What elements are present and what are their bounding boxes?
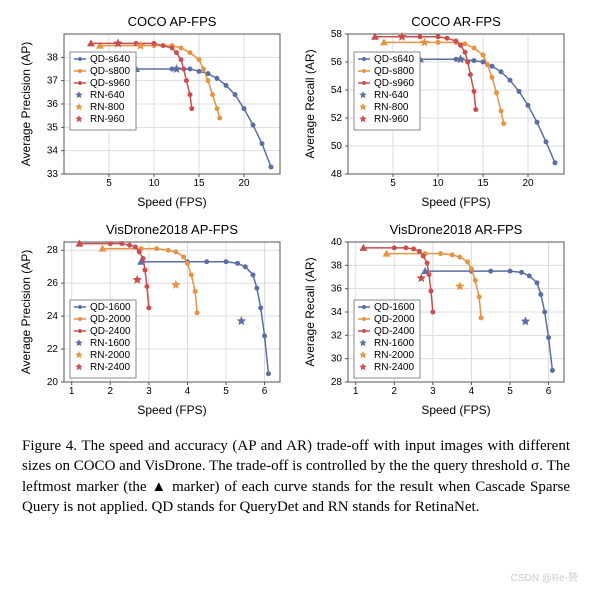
watermark: CSDN @Re-赟 (511, 569, 578, 584)
svg-text:QD-s640: QD-s640 (90, 54, 130, 65)
svg-text:1: 1 (353, 386, 359, 397)
svg-text:5: 5 (390, 178, 396, 189)
svg-text:QD-2400: QD-2400 (90, 326, 131, 337)
svg-text:QD-2000: QD-2000 (374, 314, 415, 325)
svg-text:30: 30 (331, 354, 343, 365)
svg-text:Speed (FPS): Speed (FPS) (421, 403, 490, 417)
svg-text:10: 10 (432, 178, 444, 189)
svg-text:32: 32 (331, 330, 343, 341)
svg-text:2: 2 (108, 386, 114, 397)
svg-text:RN-2400: RN-2400 (90, 362, 130, 373)
svg-text:3: 3 (146, 386, 152, 397)
svg-text:28: 28 (331, 377, 343, 388)
svg-text:QD-s960: QD-s960 (374, 78, 414, 89)
svg-text:RN-640: RN-640 (90, 90, 125, 101)
svg-text:VisDrone2018 AR-FPS: VisDrone2018 AR-FPS (390, 222, 523, 237)
svg-text:26: 26 (47, 278, 59, 289)
svg-text:RN-1600: RN-1600 (374, 338, 414, 349)
svg-text:4: 4 (185, 386, 191, 397)
svg-text:VisDrone2018 AP-FPS: VisDrone2018 AP-FPS (106, 222, 238, 237)
svg-text:40: 40 (331, 237, 343, 248)
svg-text:15: 15 (193, 178, 205, 189)
chart-visdrone-ar: 12345628303234363840VisDrone2018 AR-FPSS… (300, 220, 576, 420)
svg-text:35: 35 (47, 122, 59, 133)
svg-text:Average Recall (AR): Average Recall (AR) (303, 257, 317, 366)
svg-text:4: 4 (469, 386, 475, 397)
svg-text:2: 2 (392, 386, 398, 397)
svg-text:RN-960: RN-960 (90, 114, 125, 125)
svg-text:38: 38 (331, 260, 343, 271)
svg-text:QD-s960: QD-s960 (90, 78, 130, 89)
svg-text:56: 56 (331, 57, 343, 68)
chart-grid: 5101520333435363738COCO AP-FPSSpeed (FPS… (0, 0, 592, 424)
svg-text:RN-2000: RN-2000 (90, 350, 130, 361)
svg-text:QD-s800: QD-s800 (90, 66, 130, 77)
svg-text:RN-800: RN-800 (90, 102, 125, 113)
svg-text:50: 50 (331, 141, 343, 152)
svg-text:6: 6 (546, 386, 552, 397)
svg-text:RN-640: RN-640 (374, 90, 409, 101)
svg-text:RN-2400: RN-2400 (374, 362, 414, 373)
svg-text:QD-s800: QD-s800 (374, 66, 414, 77)
svg-text:36: 36 (47, 99, 59, 110)
svg-text:22: 22 (47, 344, 59, 355)
svg-text:QD-2400: QD-2400 (374, 326, 415, 337)
svg-text:24: 24 (47, 311, 59, 322)
svg-text:RN-1600: RN-1600 (90, 338, 130, 349)
svg-text:38: 38 (47, 52, 59, 63)
svg-text:54: 54 (331, 85, 343, 96)
svg-text:36: 36 (331, 284, 343, 295)
svg-text:Average Recall (AR): Average Recall (AR) (303, 49, 317, 158)
svg-text:RN-800: RN-800 (374, 102, 409, 113)
chart-coco-ar: 5 10 15 20 48 50 52 54 56 58 COCO AR-FPS Speed (FPS… (300, 12, 576, 212)
svg-text:QD-1600: QD-1600 (374, 302, 415, 313)
svg-text:QD-1600: QD-1600 (90, 302, 131, 313)
svg-text:5: 5 (106, 178, 112, 189)
chart-coco-ap: 5 10 15 20 33 34 35 36 37 38 COCO AP-FPS Speed (FPS… (16, 12, 292, 212)
svg-text:52: 52 (331, 113, 343, 124)
svg-text:10: 10 (148, 178, 160, 189)
svg-text:QD-2000: QD-2000 (90, 314, 131, 325)
svg-text:RN-2000: RN-2000 (374, 350, 414, 361)
svg-text:33: 33 (47, 169, 59, 180)
svg-text:Average Precision (AP): Average Precision (AP) (19, 250, 33, 375)
svg-text:34: 34 (331, 307, 343, 318)
svg-text:34: 34 (47, 146, 59, 157)
svg-text:20: 20 (238, 178, 250, 189)
svg-text:5: 5 (507, 386, 513, 397)
svg-text:Speed (FPS): Speed (FPS) (421, 195, 490, 209)
svg-text:3: 3 (430, 386, 436, 397)
svg-text:QD-s640: QD-s640 (374, 54, 414, 65)
svg-text:20: 20 (522, 178, 534, 189)
svg-text:Speed (FPS): Speed (FPS) (137, 403, 206, 417)
svg-text:COCO AR-FPS: COCO AR-FPS (411, 14, 501, 29)
svg-text:1: 1 (69, 386, 75, 397)
svg-text:20: 20 (47, 377, 59, 388)
svg-text:6: 6 (262, 386, 268, 397)
svg-text:RN-960: RN-960 (374, 114, 409, 125)
figure-caption: Figure 4. The speed and accuracy (AP and… (0, 424, 592, 533)
svg-text:37: 37 (47, 76, 59, 87)
svg-text:58: 58 (331, 29, 343, 40)
svg-text:Average Precision (AP): Average Precision (AP) (19, 42, 33, 167)
svg-text:28: 28 (47, 245, 59, 256)
svg-text:15: 15 (477, 178, 489, 189)
svg-text:48: 48 (331, 169, 343, 180)
chart-visdrone-ap: 1 2 3 4 5 6 20 22 24 26 28 VisDrone2018 AP-FPS Speed… (16, 220, 292, 420)
svg-text:5: 5 (223, 386, 229, 397)
svg-text:COCO AP-FPS: COCO AP-FPS (128, 14, 217, 29)
svg-text:Speed (FPS): Speed (FPS) (137, 195, 206, 209)
